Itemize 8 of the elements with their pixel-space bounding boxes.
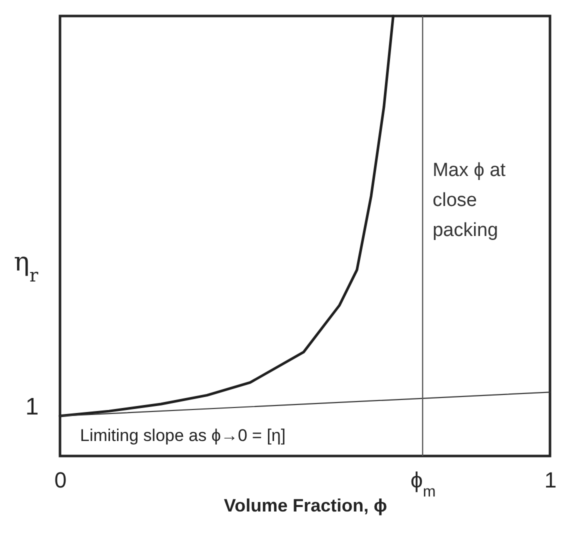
text: 1 bbox=[25, 394, 39, 421]
y-axis-title: η$_{r}$ bbox=[14, 247, 38, 286]
x-tick-label: ϕ$_{m}$ bbox=[410, 468, 436, 500]
x-tick-label: 0 bbox=[54, 468, 67, 492]
x-axis-title: Volume Fraction, ϕ bbox=[224, 496, 388, 516]
annotation: Limiting slope as ϕ→0 = [η] bbox=[80, 426, 286, 445]
ref-line-label: Max ϕ at close packing bbox=[432, 160, 506, 242]
x-tick-label: 1 bbox=[544, 468, 557, 492]
